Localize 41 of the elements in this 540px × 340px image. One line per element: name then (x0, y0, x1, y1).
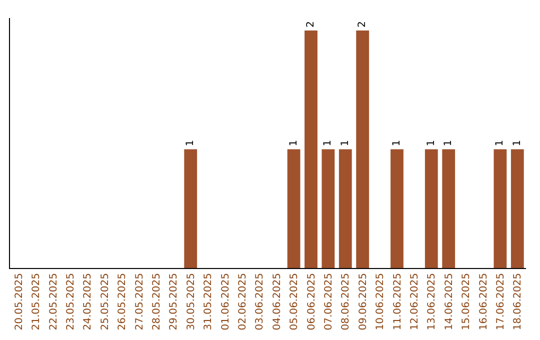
x-tick-label: 23.05.2025 (65, 273, 76, 330)
x-tick-label: 06.06.2025 (306, 273, 318, 330)
x-tick-label: 22.05.2025 (48, 273, 60, 330)
x-tick-label: 13.06.2025 (426, 273, 438, 330)
data-label: 1 (512, 140, 523, 146)
data-label: 1 (443, 140, 454, 146)
x-tick-label: 04.06.2025 (272, 273, 283, 330)
x-tick-label: 12.06.2025 (409, 273, 420, 330)
x-tick-label: 02.06.2025 (237, 273, 248, 330)
x-tick-label: 03.06.2025 (254, 273, 266, 330)
x-tick-label: 15.06.2025 (461, 273, 472, 330)
x-tick-label: 01.06.2025 (220, 273, 232, 330)
x-tick-label: 25.05.2025 (100, 273, 111, 330)
x-tick-label: 29.05.2025 (168, 273, 180, 330)
data-label: 1 (185, 140, 196, 146)
x-tick-label: 31.05.2025 (203, 273, 214, 330)
data-label: 1 (340, 140, 351, 146)
x-tick-label: 05.06.2025 (289, 273, 300, 330)
x-tick-label: 26.05.2025 (117, 273, 128, 330)
x-tick-label: 18.06.2025 (512, 273, 524, 330)
data-label: 1 (392, 140, 402, 146)
x-tick-label: 30.05.2025 (186, 273, 197, 330)
data-label: 2 (306, 21, 316, 28)
x-tick-label: 08.06.2025 (340, 273, 352, 330)
x-tick-label: 28.05.2025 (151, 273, 162, 330)
x-tick-label: 14.06.2025 (444, 273, 455, 330)
data-label: 1 (322, 140, 334, 146)
x-tick-label: 17.06.2025 (495, 273, 506, 330)
x-tick-label: 10.06.2025 (375, 273, 386, 330)
data-label: 1 (426, 140, 437, 146)
x-tick-label: 16.06.2025 (478, 273, 490, 330)
data-label: 2 (357, 21, 368, 28)
x-tick-label: 11.06.2025 (392, 273, 404, 330)
x-tick-label: 20.05.2025 (14, 273, 25, 330)
x-tick-label: 09.06.2025 (358, 273, 369, 330)
data-label: 1 (288, 140, 300, 146)
data-label: 1 (494, 140, 506, 146)
x-tick-label: 07.06.2025 (323, 273, 334, 330)
x-tick-label: 27.05.2025 (134, 273, 146, 330)
x-tick-label: 21.05.2025 (31, 273, 42, 330)
x-tick-label: 24.05.2025 (82, 273, 94, 330)
